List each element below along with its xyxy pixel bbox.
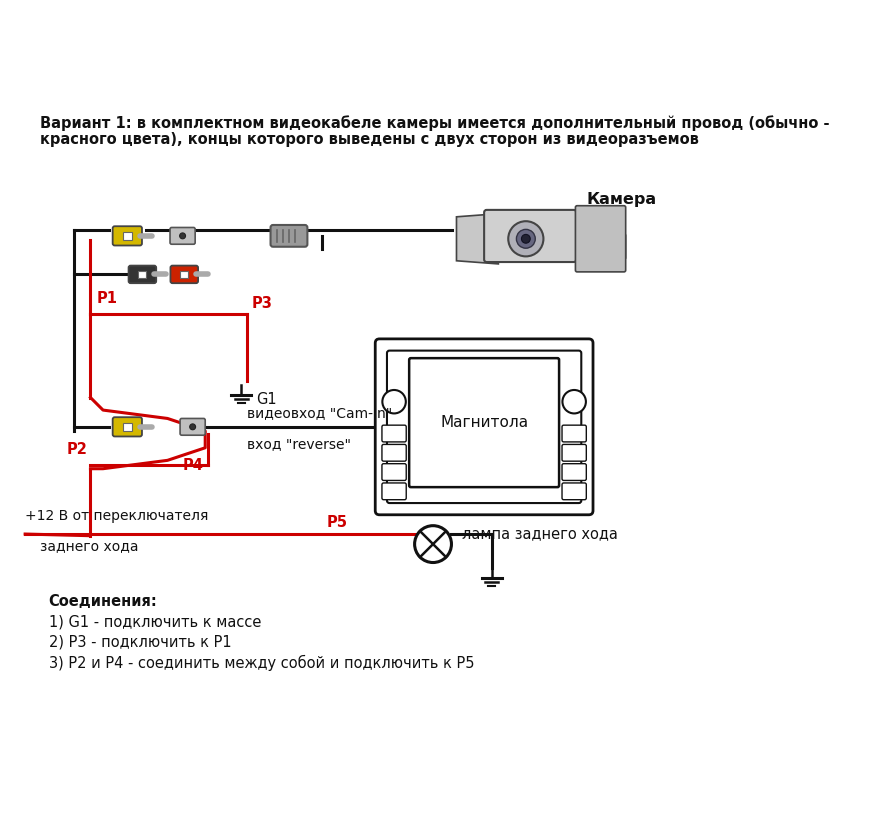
FancyBboxPatch shape [387, 351, 582, 503]
Text: лампа заднего хода: лампа заднего хода [462, 526, 618, 542]
Circle shape [179, 233, 186, 239]
Text: вход "reverse": вход "reverse" [248, 437, 351, 451]
Circle shape [562, 390, 586, 414]
FancyBboxPatch shape [112, 227, 142, 245]
Circle shape [508, 221, 544, 256]
Text: P2: P2 [67, 442, 88, 457]
FancyBboxPatch shape [170, 227, 195, 244]
Bar [123, 232, 132, 240]
Text: 2) Р3 - подключить к Р1: 2) Р3 - подключить к Р1 [49, 635, 232, 649]
Text: 1) G1 - подключить к массе: 1) G1 - подключить к массе [49, 614, 261, 630]
Text: +12 В от переключателя: +12 В от переключателя [25, 509, 209, 523]
Text: видеовход "Cam-In": видеовход "Cam-In" [248, 406, 392, 420]
Circle shape [415, 525, 452, 562]
Text: P3: P3 [251, 296, 272, 311]
Bar [123, 423, 132, 430]
Text: P5: P5 [327, 515, 347, 530]
FancyBboxPatch shape [575, 206, 626, 272]
Bar [138, 271, 147, 277]
Text: Магнитола: Магнитола [440, 415, 528, 430]
Text: заднего хода: заднего хода [40, 539, 139, 553]
FancyBboxPatch shape [375, 339, 593, 515]
FancyBboxPatch shape [382, 444, 407, 461]
Text: 3) Р2 и Р4 - соединить между собой и подключить к Р5: 3) Р2 и Р4 - соединить между собой и под… [49, 654, 474, 671]
Polygon shape [456, 213, 499, 264]
FancyBboxPatch shape [382, 464, 407, 480]
Circle shape [383, 390, 406, 414]
FancyBboxPatch shape [562, 425, 586, 442]
FancyBboxPatch shape [382, 483, 407, 500]
Text: P1: P1 [96, 291, 118, 306]
Text: G1: G1 [256, 392, 277, 406]
FancyBboxPatch shape [112, 417, 142, 437]
Bar [180, 271, 188, 277]
FancyBboxPatch shape [180, 419, 205, 435]
FancyBboxPatch shape [562, 464, 586, 480]
Text: Соединения:: Соединения: [49, 594, 157, 609]
FancyBboxPatch shape [562, 444, 586, 461]
Text: красного цвета), концы которого выведены с двух сторон из видеоразъемов: красного цвета), концы которого выведены… [40, 132, 699, 147]
Text: Камера: Камера [586, 191, 657, 207]
Text: P4: P4 [183, 458, 203, 473]
Circle shape [522, 235, 530, 243]
Text: Вариант 1: в комплектном видеокабеле камеры имеется дополнительный провод (обычн: Вариант 1: в комплектном видеокабеле кам… [40, 115, 830, 131]
FancyBboxPatch shape [171, 266, 198, 283]
FancyBboxPatch shape [484, 210, 576, 262]
FancyBboxPatch shape [128, 266, 156, 283]
FancyBboxPatch shape [382, 425, 407, 442]
Circle shape [190, 424, 195, 429]
FancyBboxPatch shape [271, 225, 308, 247]
Circle shape [516, 229, 536, 248]
FancyBboxPatch shape [409, 358, 559, 487]
FancyBboxPatch shape [480, 234, 626, 259]
FancyBboxPatch shape [562, 483, 586, 500]
